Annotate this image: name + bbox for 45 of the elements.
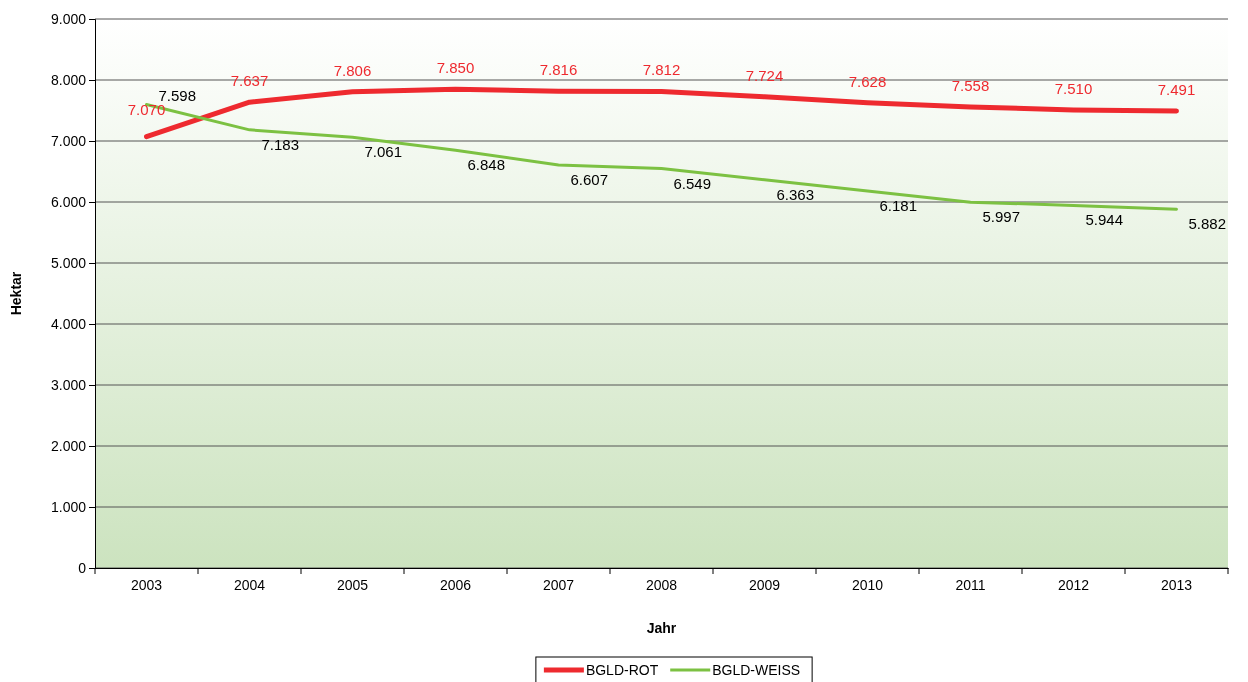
x-tick-label: 2005 <box>336 576 369 593</box>
data-label: 7.183 <box>261 135 300 153</box>
data-label: 6.848 <box>467 156 506 174</box>
y-tick-label: 2.000 <box>50 437 87 454</box>
x-tick-label: 2012 <box>1057 576 1090 593</box>
x-tick-label: 2008 <box>645 576 678 593</box>
x-tick-label: 2011 <box>955 576 986 593</box>
data-label: 7.637 <box>230 72 269 90</box>
x-tick-label: 2009 <box>748 576 781 593</box>
y-tick-label: 8.000 <box>50 71 87 88</box>
x-tick-label: 2004 <box>233 576 266 593</box>
y-tick-label: 6.000 <box>50 193 87 210</box>
y-tick-label: 9.000 <box>50 10 87 27</box>
data-label: 5.997 <box>982 208 1021 226</box>
data-label: 7.061 <box>364 143 403 161</box>
y-axis-title: Hektar <box>8 271 24 316</box>
data-label: 7.850 <box>436 59 475 77</box>
y-tick-label: 1.000 <box>50 498 87 515</box>
data-label: 7.806 <box>333 61 372 79</box>
x-tick-label: 2007 <box>542 576 575 593</box>
x-tick-label: 2003 <box>130 576 163 593</box>
data-label: 6.181 <box>879 196 918 214</box>
y-tick-label: 5.000 <box>50 254 87 271</box>
legend-label: BGLD-WEISS <box>712 662 801 678</box>
x-axis-title: Jahr <box>646 620 677 636</box>
legend-label: BGLD-ROT <box>585 662 659 678</box>
x-tick-label: 2013 <box>1160 576 1193 593</box>
data-label: 6.549 <box>673 174 712 192</box>
y-tick-label: 3.000 <box>50 376 87 393</box>
y-tick-label: 0 <box>78 559 87 576</box>
data-label: 7.724 <box>745 66 784 84</box>
data-label: 7.628 <box>848 72 887 90</box>
data-label: 7.491 <box>1157 81 1196 99</box>
data-label: 5.944 <box>1085 211 1124 229</box>
y-tick-label: 4.000 <box>50 315 87 332</box>
data-label: 7.816 <box>539 61 578 79</box>
x-tick-label: 2010 <box>851 576 884 593</box>
y-tick-label: 7.000 <box>50 132 87 149</box>
data-label: 7.510 <box>1054 79 1093 97</box>
data-label: 7.812 <box>642 61 681 79</box>
data-label: 5.882 <box>1188 215 1227 233</box>
data-label: 7.558 <box>951 76 990 94</box>
data-label: 6.363 <box>776 185 815 203</box>
x-tick-label: 2006 <box>439 576 472 593</box>
data-label: 6.607 <box>570 170 609 188</box>
